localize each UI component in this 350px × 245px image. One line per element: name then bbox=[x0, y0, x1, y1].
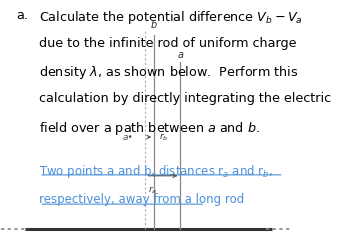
Text: Two points a and b, distances r$_a$ and r$_b$,: Two points a and b, distances r$_a$ and … bbox=[39, 163, 273, 180]
Text: a: a bbox=[177, 49, 183, 60]
Text: a.: a. bbox=[16, 9, 28, 22]
Text: Calculate the potential difference $V_b - V_a$: Calculate the potential difference $V_b … bbox=[39, 9, 303, 26]
Text: $r_b$: $r_b$ bbox=[159, 131, 168, 143]
Text: $r_a$: $r_a$ bbox=[148, 184, 158, 196]
Text: due to the infinite rod of uniform charge: due to the infinite rod of uniform charg… bbox=[39, 37, 297, 49]
Text: respectively, away from a long rod: respectively, away from a long rod bbox=[39, 193, 245, 206]
Text: calculation by directly integrating the electric: calculation by directly integrating the … bbox=[39, 92, 331, 105]
Text: b: b bbox=[151, 20, 158, 30]
Text: density $\lambda$, as shown below.  Perform this: density $\lambda$, as shown below. Perfo… bbox=[39, 64, 299, 81]
Text: field over a path between $a$ and $b$.: field over a path between $a$ and $b$. bbox=[39, 120, 260, 137]
Text: a•: a• bbox=[123, 133, 134, 142]
